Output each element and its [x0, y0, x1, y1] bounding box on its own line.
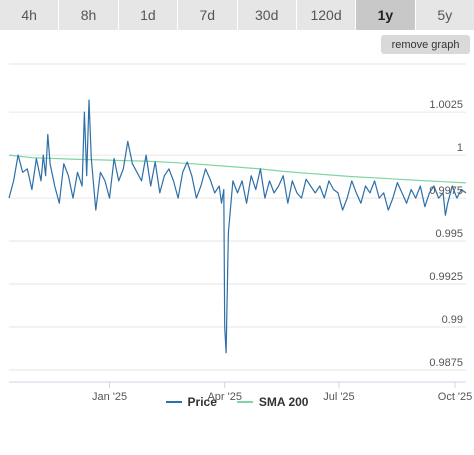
x-tick-label: Oct '25	[438, 391, 473, 403]
y-tick-label: 1	[457, 142, 463, 154]
tab-1y[interactable]: 1y	[356, 0, 415, 30]
tab-1d[interactable]: 1d	[118, 0, 178, 30]
y-tick-label: 0.9925	[429, 271, 463, 283]
tab-4h[interactable]: 4h	[0, 0, 59, 30]
grid-lines	[9, 63, 466, 383]
axis-ticks: 1.0025 1 0.9975 0.995 0.9925 0.99 0.9875 Jan '2…	[92, 99, 472, 403]
y-tick-label: 1.0025	[429, 99, 463, 111]
legend-label-sma: SMA 200	[258, 395, 309, 409]
y-tick-label: 0.9875	[429, 357, 463, 369]
legend-label-price: Price	[187, 395, 217, 409]
legend-swatch-sma	[236, 401, 253, 403]
timeframe-tabs: 4h 8h 1d 7d 30d 120d 1y 5y	[0, 0, 474, 30]
y-tick-label: 0.99	[442, 314, 463, 326]
x-tick-label: Jul '25	[323, 391, 354, 403]
x-tick-label: Jan '25	[92, 391, 127, 403]
tab-120d[interactable]: 120d	[296, 0, 356, 30]
tab-7d[interactable]: 7d	[178, 0, 237, 30]
legend-item-price[interactable]: Price	[165, 393, 217, 411]
legend-swatch-price	[165, 401, 182, 403]
chart-legend: Price SMA 200	[0, 393, 474, 411]
remove-graph-button[interactable]: remove graph	[381, 35, 470, 54]
series-line-price	[8, 99, 467, 354]
x-tick-label: Apr '25	[207, 391, 242, 403]
y-tick-label: 0.9975	[429, 185, 463, 197]
y-tick-label: 0.995	[435, 228, 463, 240]
tab-5y[interactable]: 5y	[415, 0, 474, 30]
legend-item-sma[interactable]: SMA 200	[236, 393, 309, 411]
series-line-sma-200	[8, 154, 467, 184]
tab-8h[interactable]: 8h	[59, 0, 118, 30]
series-lines	[8, 99, 467, 354]
tab-30d[interactable]: 30d	[237, 0, 296, 30]
